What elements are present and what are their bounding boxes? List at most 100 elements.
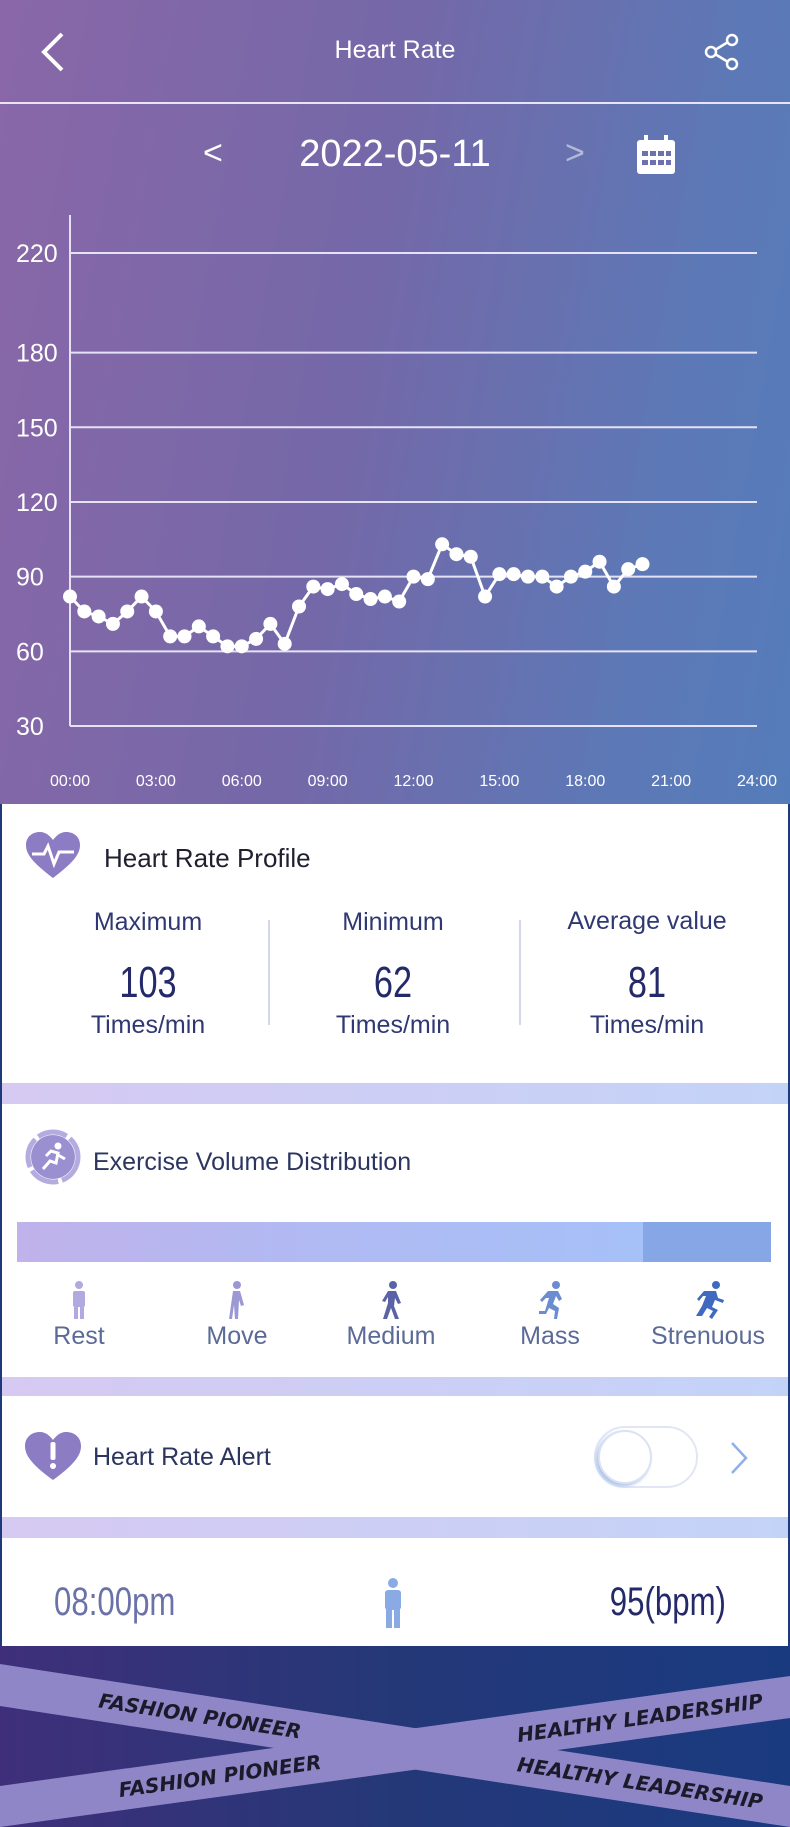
heart-alert-icon bbox=[25, 1432, 81, 1487]
data-point bbox=[148, 604, 163, 619]
header-chart-area bbox=[0, 0, 790, 804]
heart-rate-chart: 220 180 150 120 90 60 30 00:00 03:00 06:00 09:00 12… bbox=[16, 215, 777, 790]
calendar-icon bbox=[637, 135, 675, 174]
heart-pulse-icon bbox=[26, 832, 80, 885]
y-tick-label: 220 bbox=[16, 240, 58, 268]
walking-slow-icon bbox=[217, 1280, 257, 1320]
x-tick-label: 09:00 bbox=[308, 773, 348, 790]
profile-title: Heart Rate Profile bbox=[104, 843, 311, 873]
alert-toggle[interactable] bbox=[594, 1426, 698, 1488]
y-tick-label: 120 bbox=[16, 489, 58, 517]
exercise-level-label: Move bbox=[206, 1322, 268, 1350]
data-point bbox=[63, 589, 77, 604]
share-icon bbox=[704, 33, 739, 71]
alert-settings-chevron[interactable] bbox=[728, 1440, 750, 1481]
alert-title: Heart Rate Alert bbox=[93, 1443, 271, 1471]
exercise-title: Exercise Volume Distribution bbox=[93, 1148, 412, 1176]
walking-icon bbox=[371, 1280, 411, 1320]
data-point bbox=[420, 572, 435, 587]
data-point bbox=[234, 639, 249, 654]
data-point bbox=[606, 579, 621, 594]
latest-time: 08:00pm bbox=[54, 1580, 176, 1624]
share-button[interactable] bbox=[702, 32, 742, 72]
running-icon bbox=[688, 1280, 728, 1320]
y-tick-label: 60 bbox=[16, 638, 44, 666]
x-tick-label: 24:00 bbox=[737, 773, 777, 790]
exercise-level-label: Strenuous bbox=[651, 1322, 765, 1350]
min-value: 62 bbox=[373, 958, 413, 1007]
data-point bbox=[263, 616, 278, 631]
data-point bbox=[363, 592, 378, 607]
data-point bbox=[506, 567, 521, 582]
data-point bbox=[77, 604, 92, 619]
data-point bbox=[578, 564, 593, 579]
page-title: Heart Rate bbox=[334, 36, 456, 64]
back-button[interactable] bbox=[36, 30, 70, 74]
exercise-level-label: Rest bbox=[53, 1322, 105, 1350]
x-tick-label: 15:00 bbox=[479, 773, 519, 790]
data-point bbox=[449, 547, 464, 562]
data-point bbox=[563, 569, 578, 584]
avg-label: Average value bbox=[567, 907, 727, 935]
heart-rate-profile-card bbox=[2, 804, 788, 1083]
y-tick-label: 90 bbox=[16, 564, 44, 592]
data-point bbox=[435, 537, 450, 552]
running-pie-icon bbox=[25, 1129, 81, 1190]
toggle-knob bbox=[598, 1430, 652, 1484]
data-point bbox=[320, 582, 335, 597]
data-point bbox=[120, 604, 135, 619]
jogging-icon bbox=[530, 1280, 570, 1320]
stat-divider bbox=[519, 920, 521, 1025]
data-point bbox=[277, 636, 292, 651]
data-point bbox=[91, 609, 106, 624]
data-point bbox=[463, 549, 478, 564]
data-point bbox=[349, 587, 364, 602]
section-separator bbox=[2, 1517, 788, 1538]
data-point bbox=[220, 639, 235, 654]
data-point bbox=[621, 562, 636, 577]
data-point bbox=[549, 579, 564, 594]
y-tick-label: 180 bbox=[16, 340, 58, 368]
max-unit: Times/min bbox=[90, 1011, 206, 1039]
data-point bbox=[521, 569, 535, 584]
exercise-level-label: Medium bbox=[346, 1322, 436, 1350]
current-date: 2022-05-11 bbox=[299, 133, 491, 175]
x-tick-label: 03:00 bbox=[136, 773, 176, 790]
data-point bbox=[163, 629, 178, 644]
max-label: Maximum bbox=[93, 908, 203, 936]
avg-value: 81 bbox=[627, 958, 667, 1007]
data-point bbox=[406, 569, 421, 584]
data-point bbox=[492, 567, 507, 582]
data-point bbox=[592, 554, 607, 569]
data-point bbox=[249, 631, 264, 646]
x-tick-label: 21:00 bbox=[651, 773, 691, 790]
header-divider bbox=[0, 102, 790, 104]
data-point bbox=[535, 569, 550, 584]
data-point bbox=[377, 589, 392, 604]
calendar-button[interactable] bbox=[635, 134, 677, 176]
data-point bbox=[292, 599, 306, 614]
chevron-left-icon bbox=[41, 32, 64, 72]
next-date-button[interactable]: > bbox=[565, 134, 585, 172]
min-unit: Times/min bbox=[335, 1011, 451, 1039]
x-tick-label: 18:00 bbox=[565, 773, 605, 790]
data-point bbox=[105, 616, 120, 631]
data-point bbox=[134, 589, 149, 604]
standing-icon bbox=[59, 1280, 99, 1320]
data-point bbox=[191, 619, 206, 634]
exercise-level-label: Mass bbox=[520, 1322, 580, 1350]
data-point bbox=[635, 557, 650, 572]
stat-divider bbox=[268, 920, 270, 1025]
promo-banner: FASHION PIONEER FASHION PIONEER HEALTHY … bbox=[0, 1646, 790, 1827]
avg-unit: Times/min bbox=[589, 1011, 705, 1039]
data-point bbox=[306, 579, 321, 594]
prev-date-button[interactable]: < bbox=[203, 134, 223, 172]
data-point bbox=[392, 594, 407, 609]
chevron-right-icon bbox=[731, 1442, 748, 1474]
section-separator bbox=[2, 1377, 788, 1396]
x-tick-label: 00:00 bbox=[50, 773, 90, 790]
banner-tapes: FASHION PIONEER FASHION PIONEER HEALTHY … bbox=[0, 1664, 790, 1827]
data-point bbox=[478, 589, 493, 604]
data-point bbox=[206, 629, 221, 644]
max-value: 103 bbox=[119, 958, 177, 1007]
